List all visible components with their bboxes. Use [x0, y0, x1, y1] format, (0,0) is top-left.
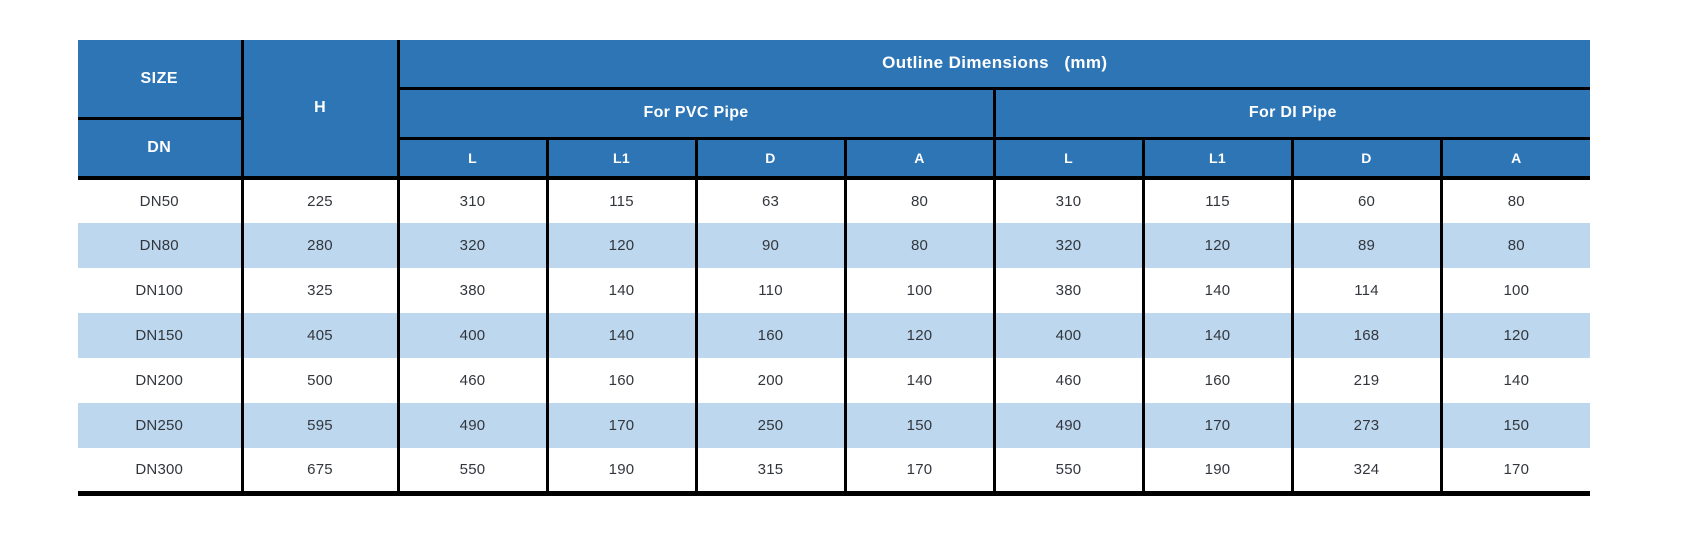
pvc-l-cell: 460: [396, 358, 549, 403]
table-row: DN250 595 490 170 250 150 490 170 273 15…: [78, 403, 1591, 448]
size-dn-header-cell: SIZE DN: [78, 40, 244, 180]
di-l1-cell: 140: [1141, 313, 1294, 358]
di-l1-cell: 140: [1141, 268, 1294, 313]
col-header-pvc-l1: L1: [545, 136, 698, 180]
col-header-di-l1: L1: [1141, 136, 1294, 180]
outline-dimensions-table: SIZE DN H Outline Dimensions (mm) For PV…: [78, 40, 1591, 496]
di-a-cell: 120: [1439, 313, 1591, 358]
di-a-cell: 140: [1439, 358, 1591, 403]
dn-cell: DN300: [78, 448, 244, 496]
dn-cell: DN100: [78, 268, 244, 313]
pvc-l-cell: 490: [396, 403, 549, 448]
pvc-l1-cell: 160: [545, 358, 698, 403]
pvc-l1-cell: 120: [545, 223, 698, 268]
dn-cell: DN200: [78, 358, 244, 403]
table-header: SIZE DN H Outline Dimensions (mm) For PV…: [78, 40, 1591, 180]
pvc-d-cell: 160: [694, 313, 847, 358]
di-l1-cell: 115: [1141, 178, 1294, 223]
di-l-cell: 310: [992, 178, 1145, 223]
dn-header-label: DN: [147, 138, 172, 156]
pvc-a-cell: 80: [843, 178, 996, 223]
di-l-cell: 550: [992, 448, 1145, 496]
di-l-cell: 460: [992, 358, 1145, 403]
di-pipe-header: For DI Pipe: [992, 86, 1591, 140]
outline-dimensions-header: Outline Dimensions (mm): [396, 40, 1591, 90]
pvc-l1-cell: 140: [545, 313, 698, 358]
col-header-pvc-d: D: [694, 136, 847, 180]
pvc-a-cell: 80: [843, 223, 996, 268]
di-d-cell: 219: [1290, 358, 1443, 403]
pvc-d-cell: 63: [694, 178, 847, 223]
di-a-cell: 150: [1439, 403, 1591, 448]
h-cell: 325: [240, 268, 400, 313]
col-header-di-l: L: [992, 136, 1145, 180]
pvc-l-cell: 320: [396, 223, 549, 268]
pvc-l1-cell: 115: [545, 178, 698, 223]
col-header-pvc-a: A: [843, 136, 996, 180]
di-a-cell: 170: [1439, 448, 1591, 496]
di-l-cell: 400: [992, 313, 1145, 358]
pvc-d-cell: 90: [694, 223, 847, 268]
dn-cell: DN250: [78, 403, 244, 448]
table-row: DN300 675 550 190 315 170 550 190 324 17…: [78, 448, 1591, 496]
pvc-l1-cell: 190: [545, 448, 698, 496]
di-l-cell: 320: [992, 223, 1145, 268]
table-body: DN50 225 310 115 63 80 310 115 60 80 DN8…: [78, 178, 1591, 496]
table-row: DN100 325 380 140 110 100 380 140 114 10…: [78, 268, 1591, 313]
di-d-cell: 168: [1290, 313, 1443, 358]
di-d-cell: 89: [1290, 223, 1443, 268]
pvc-d-cell: 315: [694, 448, 847, 496]
h-cell: 500: [240, 358, 400, 403]
pvc-l-cell: 380: [396, 268, 549, 313]
pvc-a-cell: 170: [843, 448, 996, 496]
di-a-cell: 80: [1439, 178, 1591, 223]
di-a-cell: 100: [1439, 268, 1591, 313]
size-header-label: SIZE: [78, 41, 241, 121]
pvc-d-cell: 250: [694, 403, 847, 448]
pvc-d-cell: 110: [694, 268, 847, 313]
pvc-a-cell: 150: [843, 403, 996, 448]
table-row: DN50 225 310 115 63 80 310 115 60 80: [78, 178, 1591, 223]
di-l-cell: 380: [992, 268, 1145, 313]
pvc-pipe-header: For PVC Pipe: [396, 86, 996, 140]
di-l1-cell: 190: [1141, 448, 1294, 496]
h-cell: 675: [240, 448, 400, 496]
di-l1-cell: 160: [1141, 358, 1294, 403]
table-row: DN150 405 400 140 160 120 400 140 168 12…: [78, 313, 1591, 358]
dn-cell: DN50: [78, 178, 244, 223]
h-cell: 405: [240, 313, 400, 358]
pvc-a-cell: 140: [843, 358, 996, 403]
col-header-di-d: D: [1290, 136, 1443, 180]
col-header-di-a: A: [1439, 136, 1591, 180]
di-a-cell: 80: [1439, 223, 1591, 268]
pvc-l-cell: 550: [396, 448, 549, 496]
pvc-a-cell: 120: [843, 313, 996, 358]
h-cell: 595: [240, 403, 400, 448]
di-d-cell: 324: [1290, 448, 1443, 496]
pvc-l1-cell: 170: [545, 403, 698, 448]
pvc-l-cell: 400: [396, 313, 549, 358]
table-row: DN80 280 320 120 90 80 320 120 89 80: [78, 223, 1591, 268]
di-d-cell: 114: [1290, 268, 1443, 313]
pvc-a-cell: 100: [843, 268, 996, 313]
h-cell: 280: [240, 223, 400, 268]
di-d-cell: 60: [1290, 178, 1443, 223]
pvc-l1-cell: 140: [545, 268, 698, 313]
dn-cell: DN80: [78, 223, 244, 268]
table-row: DN200 500 460 160 200 140 460 160 219 14…: [78, 358, 1591, 403]
di-l-cell: 490: [992, 403, 1145, 448]
col-header-pvc-l: L: [396, 136, 549, 180]
dn-cell: DN150: [78, 313, 244, 358]
di-l1-cell: 170: [1141, 403, 1294, 448]
di-l1-cell: 120: [1141, 223, 1294, 268]
di-d-cell: 273: [1290, 403, 1443, 448]
h-cell: 225: [240, 178, 400, 223]
h-header-label: H: [240, 40, 400, 180]
pvc-d-cell: 200: [694, 358, 847, 403]
pvc-l-cell: 310: [396, 178, 549, 223]
